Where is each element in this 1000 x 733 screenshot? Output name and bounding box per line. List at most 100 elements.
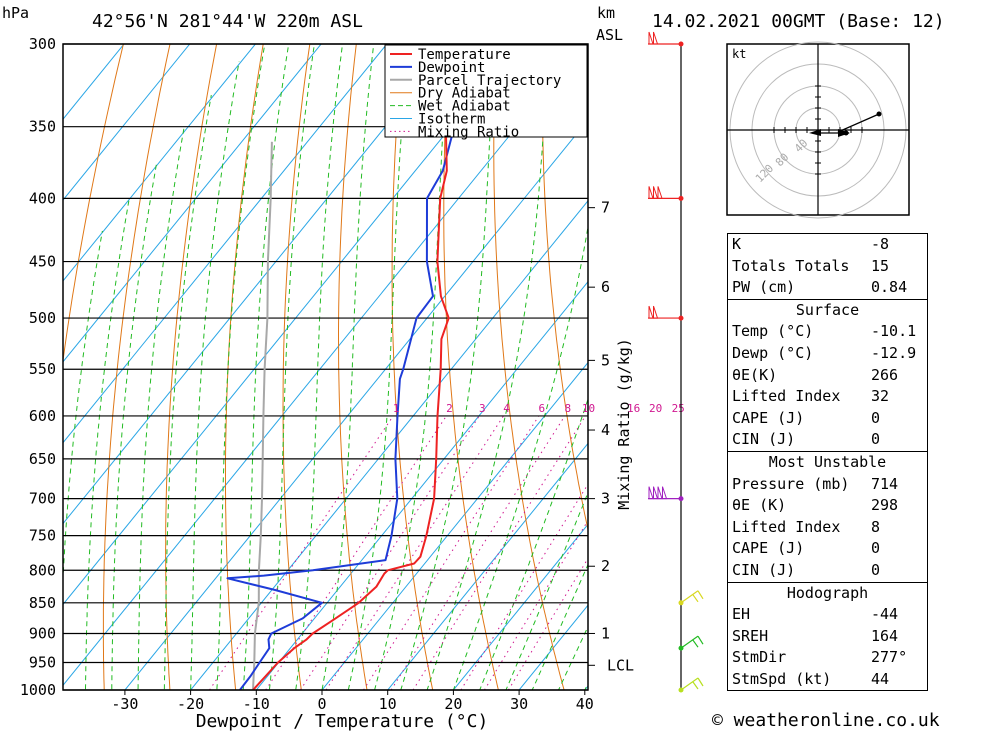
- mixing-ratio-axis-title: Mixing Ratio (g/kg): [615, 338, 633, 510]
- isotherm-line: [0, 0, 6, 716]
- wind-barb: [648, 486, 684, 502]
- wind-barb-flag: [648, 186, 654, 199]
- pressure-tick-label: 600: [29, 407, 56, 425]
- km-tick-label: 6: [601, 278, 610, 296]
- temperature-tick-label: -10: [243, 695, 270, 713]
- legend-entry: Isotherm: [418, 112, 485, 128]
- pressure-tick-label: 350: [29, 118, 56, 136]
- pressure-tick-label: 500: [29, 309, 56, 327]
- isotherm-line: [63, 44, 322, 363]
- stat-row-pw: PW (cm) 0.84: [732, 278, 908, 297]
- hodograph-arrow: [809, 129, 821, 136]
- isotherm-line: [63, 44, 191, 201]
- most-unstable-title: Most Unstable: [768, 452, 887, 471]
- mu-lifted-index: Lifted Index 8: [732, 517, 881, 536]
- legend-entry: Wet Adiabat: [418, 99, 511, 115]
- legend-box: [384, 44, 588, 138]
- parcel-trajectory: [252, 141, 273, 690]
- wet-adiabat-line: [295, 44, 344, 690]
- pressure-tick-label: 900: [29, 624, 56, 642]
- km-tick-label: 4: [601, 421, 610, 439]
- wind-barb-flag: [648, 305, 654, 319]
- location-title: 42°56'N 281°44'W 220m ASL: [92, 11, 363, 32]
- isotherm-line: [63, 44, 125, 120]
- km-tick-label: 5: [601, 351, 610, 369]
- pressure-tick-label: 950: [29, 653, 56, 671]
- dry-adiabat-line: [165, 44, 218, 690]
- isotherm-line: [387, 442, 588, 690]
- mixing-ratio-label: 2: [446, 402, 453, 415]
- dewpoint-profile: [226, 44, 456, 690]
- surface-temp: Temp (°C) -10.1: [732, 322, 917, 341]
- wind-barb-flag: [648, 486, 654, 500]
- wind-barb-staff: [680, 590, 699, 604]
- asl-label: ASL: [596, 26, 623, 44]
- wind-barb-feather: [692, 639, 699, 648]
- legend-entry: Dewpoint: [418, 60, 485, 76]
- dry-adiabat-line: [282, 44, 311, 690]
- hodograph-unit: kt: [732, 47, 746, 61]
- isotherm-line: [124, 119, 588, 690]
- wind-barb: [678, 677, 704, 693]
- wind-barb-flag: [657, 186, 663, 199]
- mu-theta-e: θE (K) 298: [732, 496, 899, 515]
- wet-adiabat-line: [479, 397, 588, 690]
- dry-adiabat-line: [225, 44, 264, 690]
- wet-adiabat-line: [321, 44, 375, 690]
- mu-cape: CAPE (J) 0: [732, 539, 881, 558]
- isobars: [63, 43, 595, 695]
- wind-barb-feather: [697, 635, 704, 645]
- surface-title: Surface: [795, 300, 860, 319]
- temperature-tick-label: 40: [576, 695, 594, 713]
- isotherm-line: [255, 280, 588, 690]
- wet-adiabat-line: [531, 563, 588, 690]
- pressure-tick-label: 450: [29, 253, 56, 271]
- wind-barb-flag: [648, 31, 654, 45]
- mixing-ratio-label: 25: [672, 402, 685, 415]
- wet-adiabat-line: [137, 126, 185, 690]
- km-tick-label: LCL: [607, 656, 634, 674]
- wet-adiabat-line: [347, 44, 410, 690]
- hodograph-stats-box: Hodograph EH -44 SREH 164 StmDir 277° StmSp…: [727, 581, 928, 692]
- wet-adiabat-line: [163, 95, 212, 690]
- datetime-title: 14.02.2021 00GMT (Base: 12): [652, 11, 945, 32]
- mixing-ratio-line: [325, 415, 504, 690]
- dry-adiabat-line: [944, 0, 1000, 716]
- mixing-ratio-label: 10: [582, 402, 595, 415]
- stats-panel: K -8 Totals Totals 15 PW (cm) 0.84 Surface …: [727, 233, 928, 692]
- wet-adiabat-line: [63, 230, 103, 589]
- hodograph-end-point: [876, 111, 882, 117]
- pressure-tick-label: 1000: [20, 681, 56, 699]
- legend-entry: Dry Adiabat: [418, 86, 511, 102]
- wet-adiabat-line: [268, 44, 315, 690]
- temperature-tick-label: 20: [444, 695, 462, 713]
- pressure-tick-label: 400: [29, 189, 56, 207]
- wind-barb: [648, 186, 684, 201]
- wind-barb-flag: [653, 31, 659, 45]
- isotherm-line: [0, 0, 138, 716]
- dry-adiabat-line: [338, 44, 368, 690]
- mixing-ratio-label: 3: [479, 402, 486, 415]
- hodograph-arrow: [838, 129, 850, 137]
- wind-barb-flag: [657, 486, 663, 500]
- wet-adiabat-line: [452, 223, 588, 690]
- surface-dewp: Dewp (°C) -12.9: [732, 343, 917, 362]
- credit-text[interactable]: © weatheronline.co.uk: [712, 710, 940, 731]
- km-tick-label: 7: [601, 199, 610, 217]
- mixing-ratio-label: 6: [539, 402, 546, 415]
- surface-cape: CAPE (J) 0: [732, 408, 881, 427]
- wet-adiabat-line: [426, 44, 550, 690]
- wet-adiabat-line: [242, 44, 290, 690]
- wind-barb-flag: [653, 305, 659, 319]
- pressure-tick-label: 750: [29, 527, 56, 545]
- dry-adiabat-line: [63, 44, 124, 364]
- wind-profile: [648, 31, 704, 693]
- pressure-tick-label: 800: [29, 561, 56, 579]
- wind-barb-flag: [662, 486, 668, 500]
- legend-entry: Mixing Ratio: [418, 124, 519, 140]
- wet-adiabat-line: [84, 198, 130, 690]
- profiles: [226, 44, 456, 690]
- mixing-ratio-label: 8: [565, 402, 572, 415]
